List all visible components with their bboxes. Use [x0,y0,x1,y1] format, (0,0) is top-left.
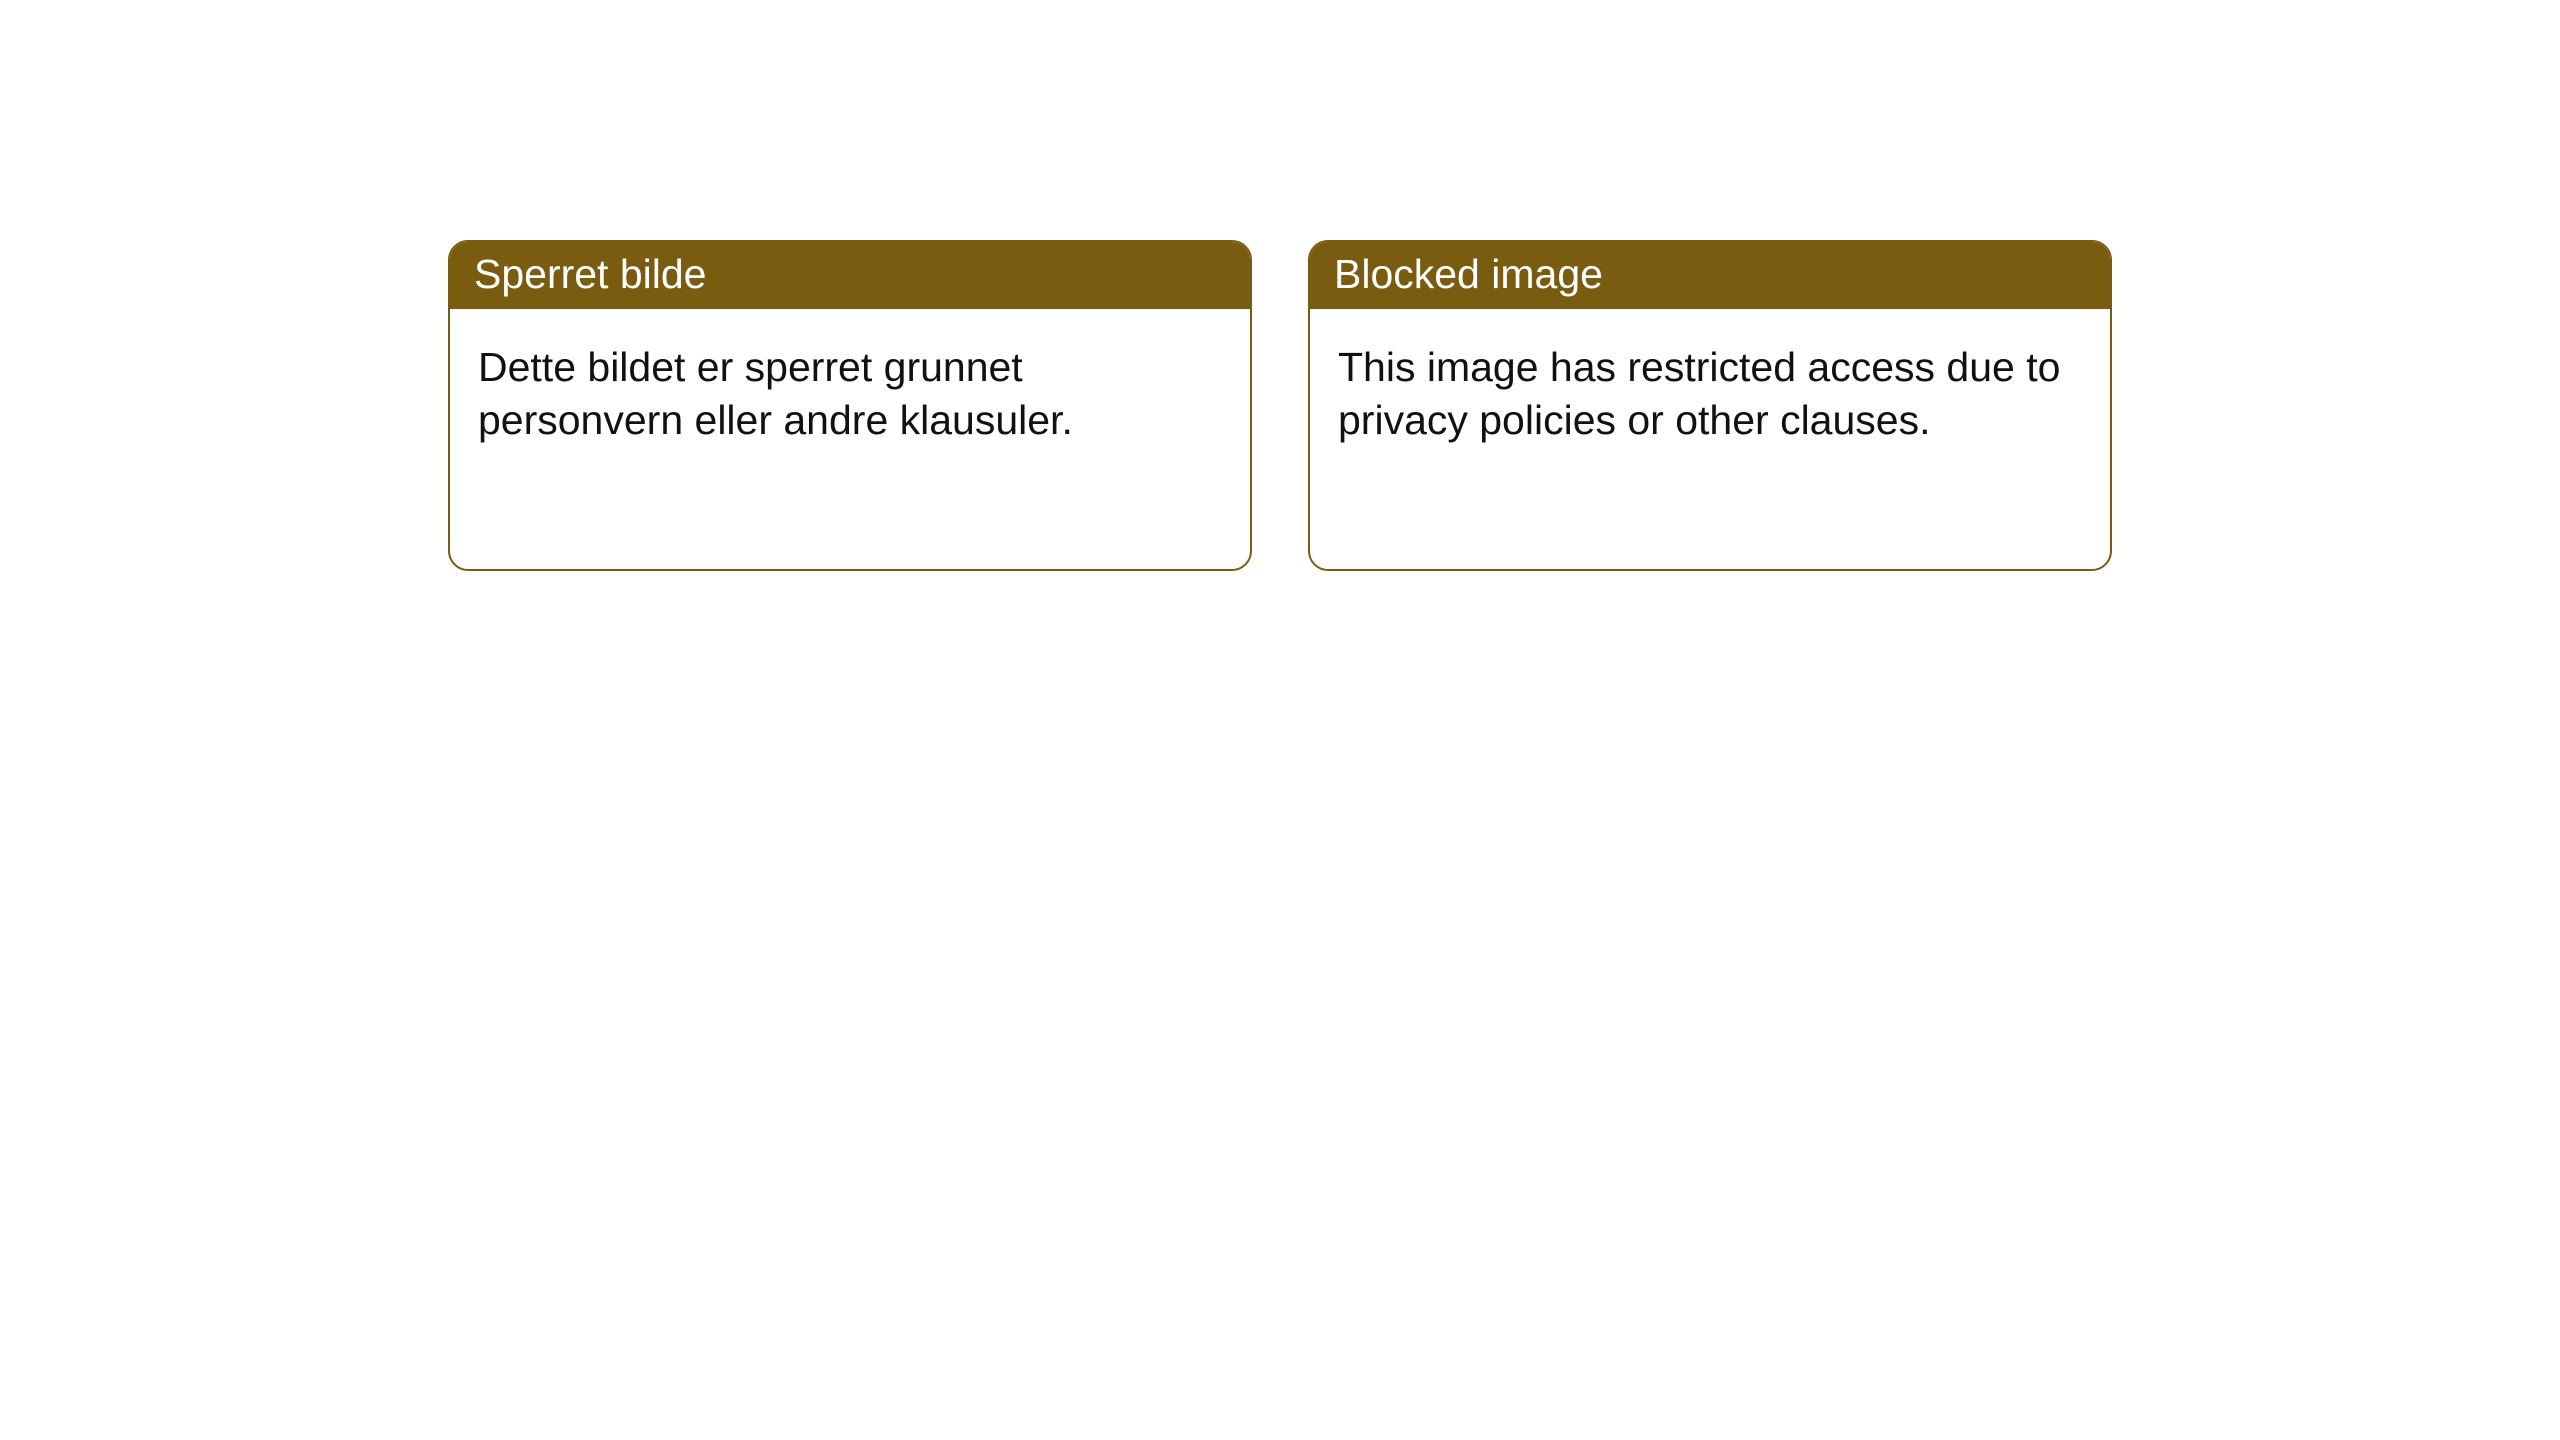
notice-body: This image has restricted access due to … [1310,309,2110,569]
notice-header: Sperret bilde [450,242,1250,309]
notice-container: Sperret bilde Dette bildet er sperret gr… [448,240,2112,571]
notice-header: Blocked image [1310,242,2110,309]
notice-body: Dette bildet er sperret grunnet personve… [450,309,1250,569]
notice-box-english: Blocked image This image has restricted … [1308,240,2112,571]
notice-box-norwegian: Sperret bilde Dette bildet er sperret gr… [448,240,1252,571]
